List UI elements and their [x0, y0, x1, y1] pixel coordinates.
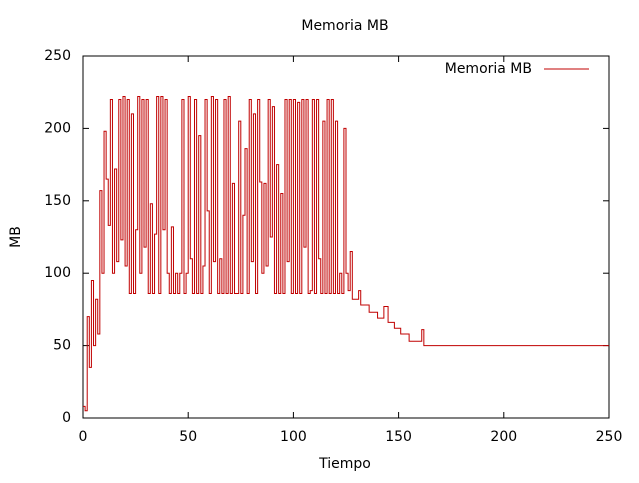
y-tick-label: 0: [62, 410, 71, 426]
legend-label: Memoria MB: [445, 61, 532, 77]
y-tick-label: 100: [44, 265, 71, 281]
x-tick-label: 0: [79, 429, 88, 445]
plot-frame: [82, 55, 610, 419]
y-tick-label: 150: [44, 193, 71, 209]
x-tick-label: 250: [596, 429, 623, 445]
chart-title: Memoria MB: [301, 18, 388, 34]
y-tick-label: 250: [44, 48, 71, 64]
x-axis-label: Tiempo: [318, 456, 371, 472]
x-tick-label: 200: [490, 429, 517, 445]
x-tick-label: 150: [385, 429, 412, 445]
y-tick-label: 200: [44, 120, 71, 136]
data-line: [83, 96, 609, 412]
x-tick-label: 100: [280, 429, 307, 445]
y-tick-label: 50: [53, 338, 71, 354]
x-tick-label: 50: [179, 429, 197, 445]
y-axis-label: MB: [8, 226, 24, 248]
